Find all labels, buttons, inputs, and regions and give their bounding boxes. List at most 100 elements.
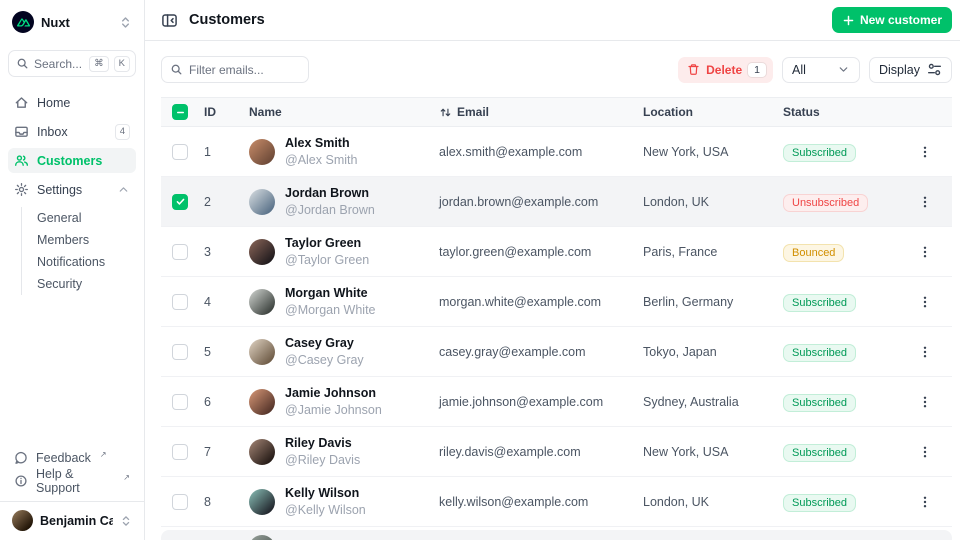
row-actions-button[interactable] [912, 241, 938, 263]
row-checkbox[interactable] [172, 193, 188, 210]
sidebar-item-label: Home [37, 95, 71, 110]
table-row[interactable]: 1 Alex Smith @Alex Smith alex.smith@exam… [161, 127, 952, 177]
dots-vertical-icon [918, 145, 932, 159]
sidebar-item-members[interactable]: Members [37, 233, 90, 247]
search-input[interactable] [34, 56, 85, 71]
table-row[interactable]: 4 Morgan White @Morgan White morgan.whit… [161, 277, 952, 327]
dots-vertical-icon [918, 245, 932, 259]
new-customer-button[interactable]: New customer [831, 7, 952, 33]
table-row[interactable]: 7 Riley Davis @Riley Davis riley.davis@e… [161, 427, 952, 477]
team-switcher[interactable]: Nuxt [8, 9, 136, 35]
status-badge: Bounced [783, 243, 845, 262]
customer-name: Morgan White [285, 285, 368, 300]
display-button[interactable]: Display [869, 56, 952, 83]
customer-location: Paris, France [643, 244, 718, 259]
plus-icon [842, 14, 855, 27]
external-link-icon: ↗ [99, 450, 107, 459]
sidebar-item-home[interactable]: Home [8, 90, 136, 115]
status-badge: Subscribed [783, 293, 857, 312]
sidebar-item-security[interactable]: Security [37, 277, 83, 291]
customer-id: 3 [204, 244, 211, 259]
table-row[interactable]: 8 Kelly Wilson @Kelly Wilson kelly.wilso… [161, 477, 952, 527]
customer-location: New York, USA [643, 144, 729, 159]
dots-vertical-icon [918, 445, 932, 459]
user-menu[interactable]: Benjamin Canac [0, 501, 144, 540]
table-toolbar: Delete 1 All Display [161, 56, 952, 83]
customer-email: taylor.green@example.com [439, 244, 592, 259]
row-checkbox[interactable] [172, 143, 188, 160]
customer-location: Berlin, Germany [643, 294, 734, 309]
sidebar-item-label: Inbox [37, 124, 68, 139]
settings-sub-list: General Members Notifications Security [21, 207, 136, 295]
collapse-sidebar-button[interactable] [159, 10, 180, 31]
sidebar-item-label: Settings [37, 182, 83, 197]
customer-name: Taylor Green [285, 235, 362, 250]
row-checkbox[interactable] [172, 243, 188, 260]
customer-handle: @Alex Smith [285, 152, 358, 167]
avatar [249, 188, 275, 215]
filter-emails-input[interactable] [189, 62, 300, 77]
table-row[interactable]: 3 Taylor Green @Taylor Green taylor.gree… [161, 227, 952, 277]
table-row[interactable]: 2 Jordan Brown @Jordan Brown jordan.brow… [161, 177, 952, 227]
partial-next-row [161, 530, 952, 540]
page-title: Customers [189, 12, 265, 28]
row-checkbox[interactable] [172, 293, 188, 310]
status-badge: Subscribed [783, 143, 857, 162]
row-checkbox[interactable] [172, 393, 188, 410]
avatar [249, 488, 275, 515]
customer-id: 4 [204, 294, 211, 309]
delete-button[interactable]: Delete 1 [678, 56, 773, 83]
sidebar: Nuxt ⌘ K Home Inbox 4 Customers [0, 0, 145, 540]
home-icon [14, 95, 29, 110]
table-header-row: ID Name Email Location Status [161, 97, 952, 127]
customer-name: Casey Gray [285, 335, 354, 350]
search-icon [16, 57, 29, 70]
column-header-email[interactable]: Email [439, 105, 643, 119]
customer-email: jordan.brown@example.com [439, 194, 599, 209]
table-row[interactable]: 5 Casey Gray @Casey Gray casey.gray@exam… [161, 327, 952, 377]
content-area: Delete 1 All Display [145, 41, 960, 540]
filter-emails-box[interactable] [161, 56, 309, 83]
nuxt-logo-icon [12, 11, 34, 33]
table-body: 1 Alex Smith @Alex Smith alex.smith@exam… [161, 127, 952, 527]
status-filter-select[interactable]: All [782, 56, 860, 83]
customer-name: Kelly Wilson [285, 485, 360, 500]
row-actions-button[interactable] [912, 491, 938, 513]
customer-name: Riley Davis [285, 435, 352, 450]
customer-email: riley.davis@example.com [439, 444, 581, 459]
chevron-down-icon [837, 63, 850, 76]
select-all-checkbox[interactable] [172, 104, 188, 120]
row-actions-button[interactable] [912, 141, 938, 163]
chevron-up-icon [117, 183, 130, 196]
sidebar-item-notifications[interactable]: Notifications [37, 255, 106, 269]
feedback-link[interactable]: Feedback ↗ [8, 446, 136, 469]
avatar [249, 338, 275, 365]
status-badge: Unsubscribed [783, 193, 869, 212]
row-actions-button[interactable] [912, 191, 938, 213]
avatar [249, 138, 275, 165]
customer-email: jamie.johnson@example.com [439, 394, 604, 409]
sidebar-item-general[interactable]: General [37, 211, 82, 225]
kbd-k: K [113, 55, 130, 72]
delete-count-badge: 1 [748, 62, 766, 77]
row-checkbox[interactable] [172, 343, 188, 360]
row-actions-button[interactable] [912, 441, 938, 463]
sidebar-item-inbox[interactable]: Inbox 4 [8, 119, 136, 144]
row-checkbox[interactable] [172, 443, 188, 460]
row-actions-button[interactable] [912, 391, 938, 413]
row-checkbox[interactable] [172, 493, 188, 510]
row-actions-button[interactable] [912, 291, 938, 313]
dots-vertical-icon [918, 395, 932, 409]
dots-vertical-icon [918, 495, 932, 509]
sidebar-item-settings[interactable]: Settings [8, 177, 136, 202]
search-icon [170, 63, 183, 76]
sidebar-item-customers[interactable]: Customers [8, 148, 136, 173]
search-box[interactable]: ⌘ K [8, 50, 136, 77]
column-header-id: ID [204, 105, 216, 119]
avatar [249, 438, 275, 465]
table-row[interactable]: 6 Jamie Johnson @Jamie Johnson jamie.joh… [161, 377, 952, 427]
help-support-link[interactable]: Help & Support ↗ [8, 467, 136, 495]
row-actions-button[interactable] [912, 341, 938, 363]
status-badge: Subscribed [783, 393, 857, 412]
customer-id: 2 [204, 194, 211, 209]
